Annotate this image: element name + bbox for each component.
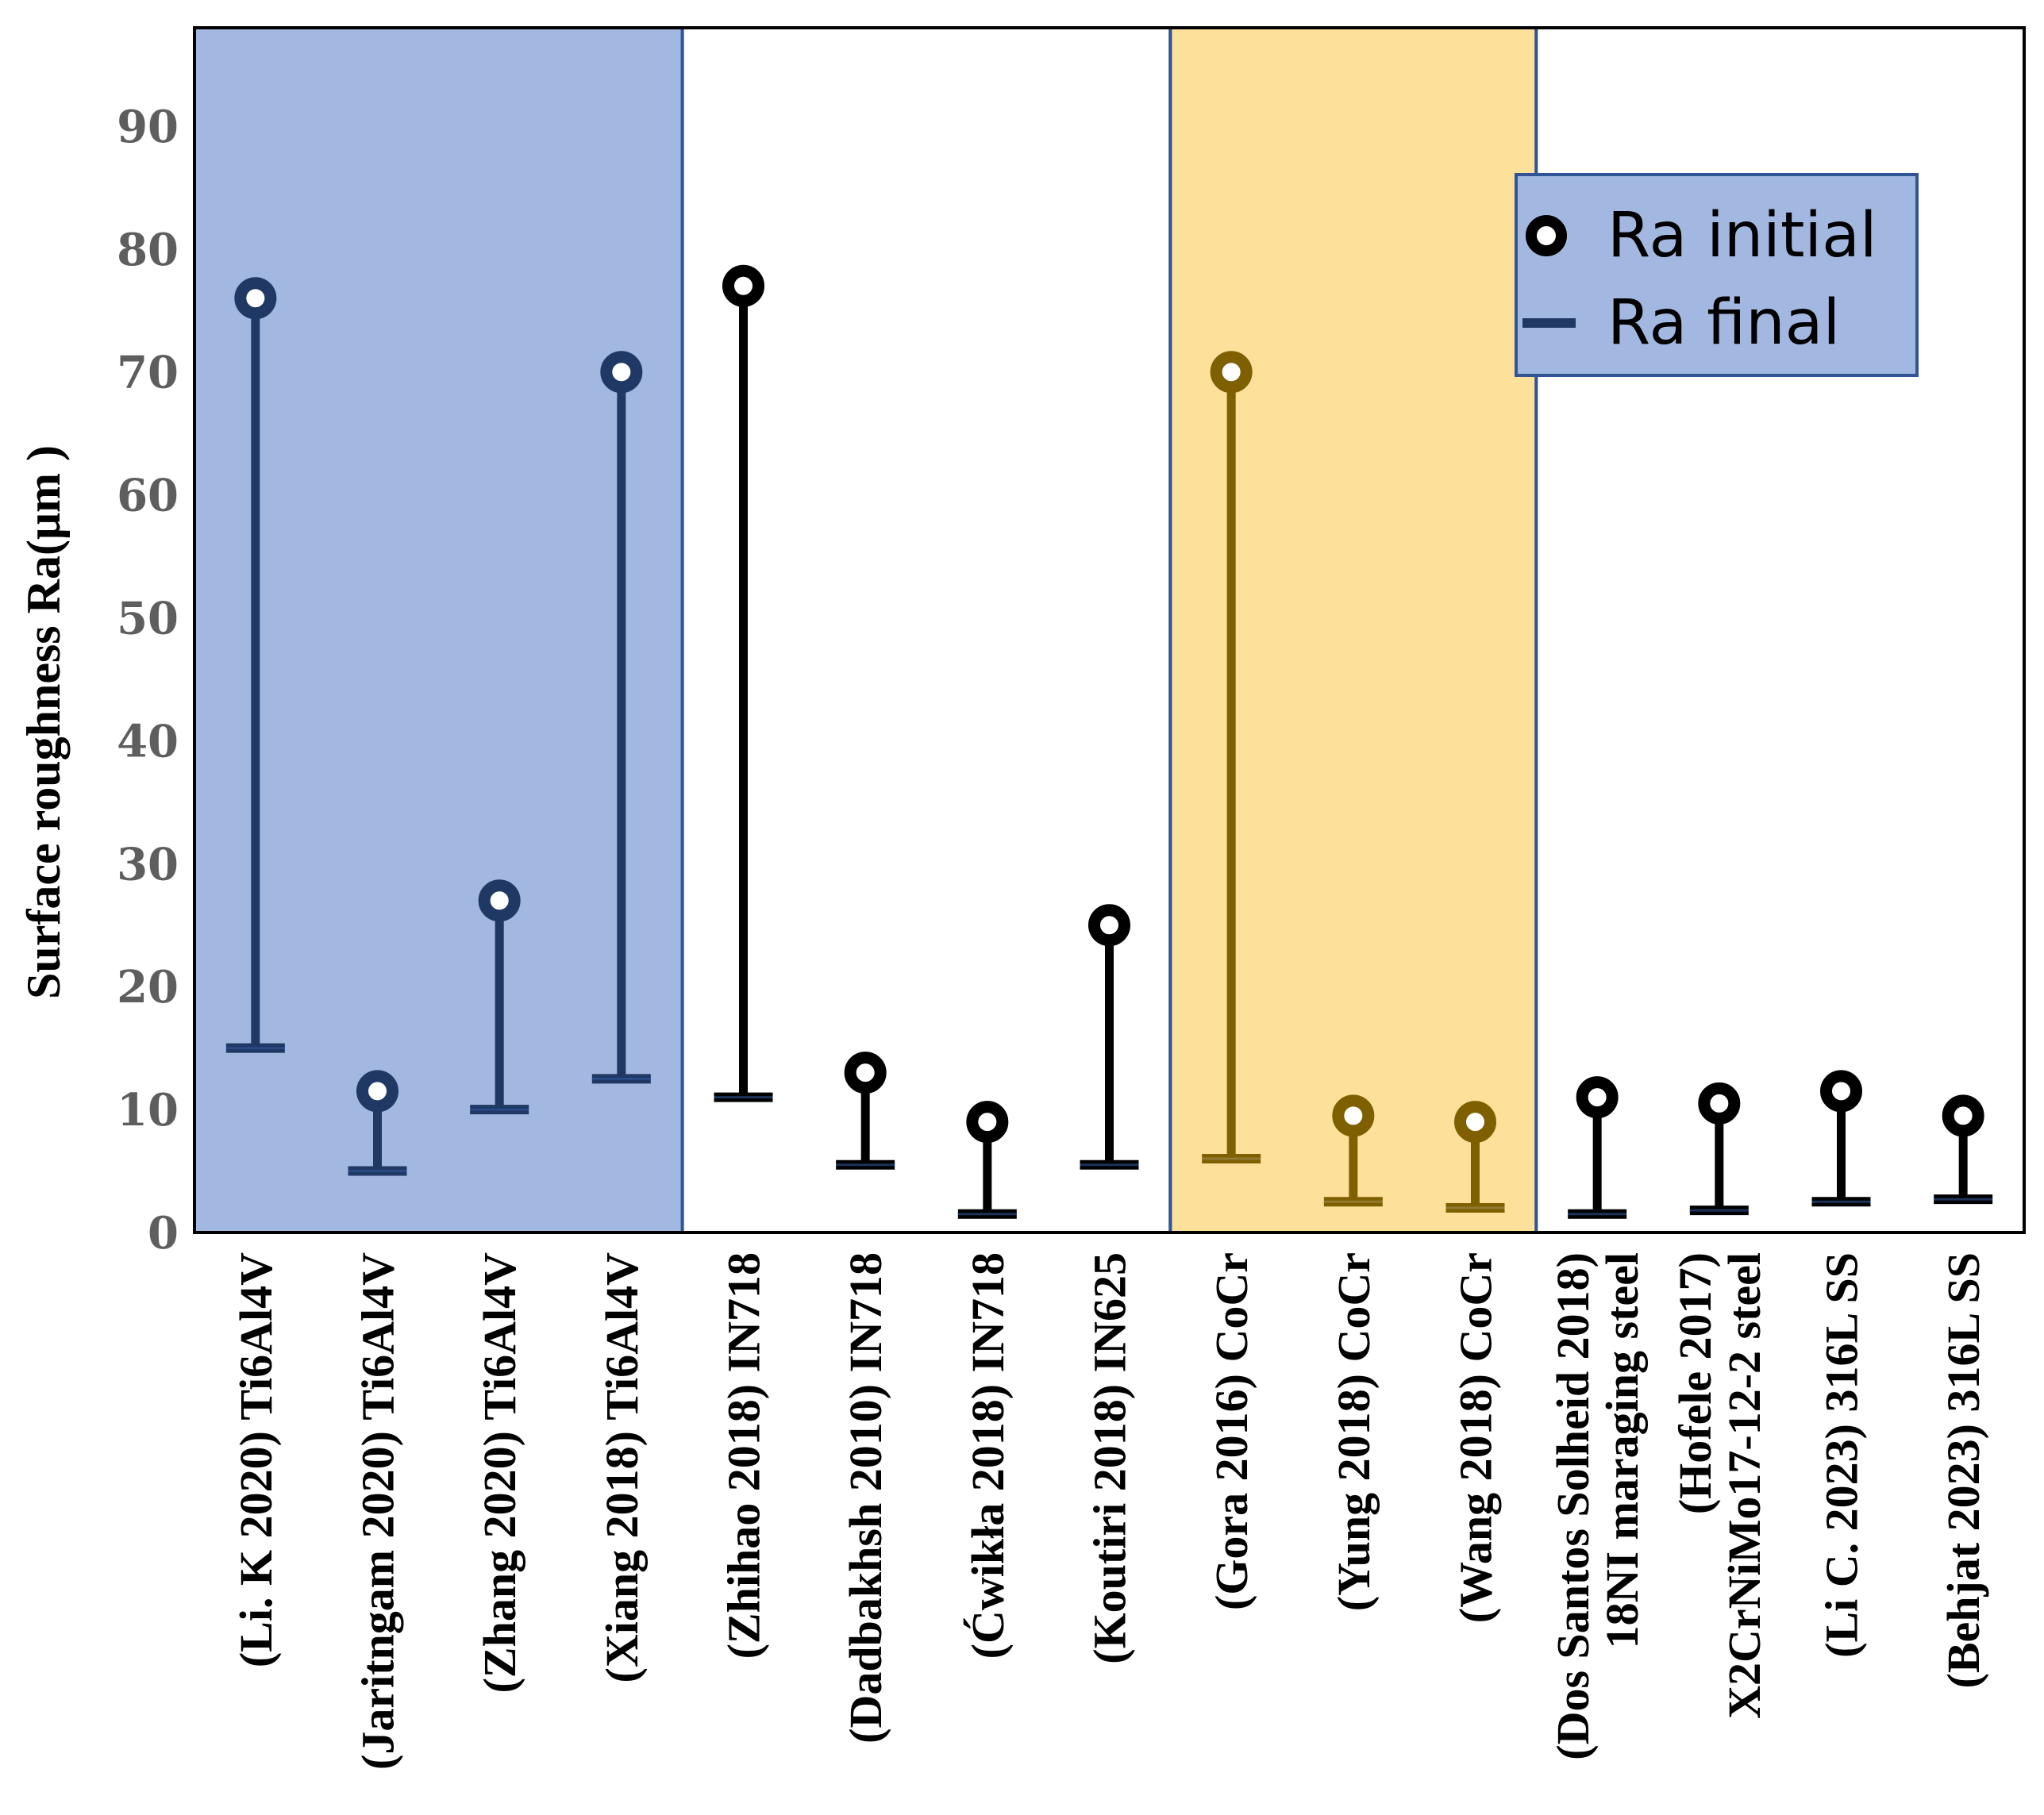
ra-initial-marker bbox=[1698, 1082, 1741, 1125]
ra-initial-marker bbox=[478, 879, 521, 922]
y-tick-label: 30 bbox=[117, 838, 179, 890]
y-tick-label: 0 bbox=[148, 1207, 179, 1259]
y-tick-label: 10 bbox=[117, 1084, 179, 1136]
plot-frame bbox=[193, 26, 2026, 1234]
ra-initial-marker bbox=[1332, 1094, 1375, 1137]
x-tick-label: (Zhang 2020) Ti6Al4V bbox=[474, 1252, 525, 1694]
x-tick-label: (Zhihao 2018) IN718 bbox=[718, 1252, 770, 1659]
y-axis: 0 10 20 30 40 50 60 70 80 90 bbox=[117, 101, 179, 1259]
x-tick-label: (Li. K 2020) Ti6Al4V bbox=[230, 1252, 282, 1667]
x-axis-labels: (Li. K 2020) Ti6Al4V (Jaritngam 2020) Ti6… bbox=[230, 1252, 1989, 1770]
y-tick-label: 20 bbox=[117, 961, 179, 1013]
group-band-inconel bbox=[682, 28, 1171, 1232]
group-band-cocr bbox=[1168, 26, 1538, 1234]
x-tick-label: (Jaritngam 2020) Ti6Al4V bbox=[352, 1252, 404, 1770]
x-tick-label: (Yung 2018) CoCr bbox=[1328, 1252, 1380, 1611]
legend-marker-ra-initial bbox=[1526, 215, 1567, 256]
series-stems bbox=[225, 264, 1993, 1219]
ra-initial-marker bbox=[1820, 1070, 1862, 1113]
y-tick-label: 50 bbox=[117, 593, 179, 645]
y-axis-label: Surface roughness Ra(μm ) bbox=[17, 445, 70, 999]
ra-initial-marker bbox=[844, 1052, 887, 1094]
ra-initial-marker bbox=[1454, 1101, 1496, 1144]
x-tick-label: (Koutiri 2018) IN625 bbox=[1084, 1252, 1136, 1664]
x-tick-label: (Ćwikła 2018) IN718 bbox=[962, 1252, 1014, 1659]
legend-label-ra-final: Ra final bbox=[1607, 287, 1840, 359]
x-tick-label: (Wang 2018) CoCr bbox=[1450, 1252, 1502, 1623]
group-band-ti6al4v bbox=[193, 26, 684, 1234]
x-tick-label: (Xiang 2018) Ti6Al4V bbox=[596, 1252, 648, 1683]
y-tick-label: 80 bbox=[117, 224, 179, 276]
x-tick-label: (Dos Santos Solheid 2018) bbox=[1547, 1252, 1599, 1760]
x-tick-label: (Dadbakhsh 2010) IN718 bbox=[840, 1252, 891, 1744]
ra-initial-marker bbox=[600, 351, 643, 394]
x-tick-label: (Gora 2016) CoCr bbox=[1206, 1252, 1257, 1610]
ra-initial-marker bbox=[356, 1070, 398, 1113]
legend-label-ra-initial: Ra initial bbox=[1607, 200, 1877, 271]
ra-initial-marker bbox=[1210, 351, 1253, 394]
y-tick-label: 60 bbox=[117, 470, 179, 522]
y-tick-label: 40 bbox=[117, 715, 179, 767]
legend-box bbox=[1515, 173, 1919, 377]
ra-initial-marker bbox=[1088, 904, 1130, 947]
x-tick-label: (Li C. 2023) 316L SS bbox=[1816, 1252, 1868, 1658]
y-tick-label: 90 bbox=[117, 101, 179, 153]
ra-initial-marker bbox=[1942, 1094, 1984, 1137]
x-tick-label: (Hofele 2017) bbox=[1669, 1252, 1721, 1514]
plot-border bbox=[193, 26, 2026, 1234]
x-tick-label: X2CrNiMo17-12-2 steel bbox=[1719, 1252, 1770, 1719]
ra-initial-marker bbox=[966, 1101, 1009, 1144]
y-tick-label: 70 bbox=[117, 347, 179, 399]
ra-initial-marker bbox=[722, 264, 764, 307]
ra-initial-marker bbox=[1576, 1076, 1619, 1119]
x-tick-label: (Behjat 2023) 316L SS bbox=[1938, 1252, 1989, 1688]
x-tick-label: 18NI maraging steel bbox=[1596, 1252, 1648, 1648]
legend: Ra initial Ra final bbox=[1515, 173, 1919, 377]
ra-initial-marker bbox=[234, 277, 277, 320]
